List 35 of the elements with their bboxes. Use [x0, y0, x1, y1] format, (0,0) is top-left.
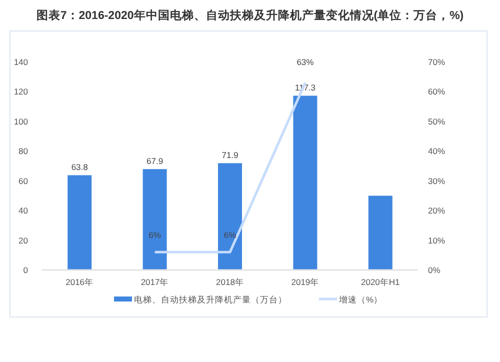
bar	[142, 169, 167, 270]
y-tick-label: 80	[18, 146, 28, 156]
data-label: 63.8	[71, 162, 88, 172]
y-tick-label: 100	[14, 116, 28, 126]
data-label: 6%	[224, 230, 237, 240]
y-tick-label: 40	[18, 206, 28, 216]
y2-tick-label: 50%	[428, 116, 446, 126]
bar	[293, 96, 318, 270]
data-label: 67.9	[146, 156, 164, 166]
y-tick-label: 60	[18, 176, 28, 186]
bar	[68, 175, 92, 270]
y2-tick-label: 30%	[428, 176, 446, 186]
y2-tick-label: 40%	[428, 146, 446, 156]
x-tick-label: 2019年	[291, 277, 320, 287]
bar	[218, 163, 242, 270]
x-tick-label: 2017年	[140, 277, 169, 287]
chart-title: 图表7：2016-2020年中国电梯、自动扶梯及升降机产量变化情况(单位：万台，%)	[36, 8, 464, 22]
legend-label: 电梯、自动扶梯及升降机产量（万台）	[134, 294, 287, 304]
data-label: 6%	[148, 230, 162, 240]
x-tick-label: 2016年	[66, 277, 94, 287]
legend-label: 增速（%）	[338, 294, 383, 304]
y2-tick-label: 70%	[428, 57, 446, 67]
bar	[368, 196, 392, 270]
y2-tick-label: 20%	[428, 206, 446, 216]
y-tick-label: 140	[14, 57, 28, 67]
data-label: 71.9	[222, 150, 239, 160]
y2-tick-label: 0%	[428, 265, 441, 275]
y2-tick-label: 10%	[428, 235, 446, 246]
y-tick-label: 120	[14, 86, 28, 97]
y2-tick-label: 60%	[428, 86, 446, 97]
y-tick-label: 20	[18, 235, 28, 246]
x-tick-label: 2018年	[216, 277, 244, 287]
data-label: 63%	[296, 56, 314, 67]
y-tick-label: 0	[23, 265, 28, 275]
x-tick-label: 2020年H1	[361, 277, 400, 287]
